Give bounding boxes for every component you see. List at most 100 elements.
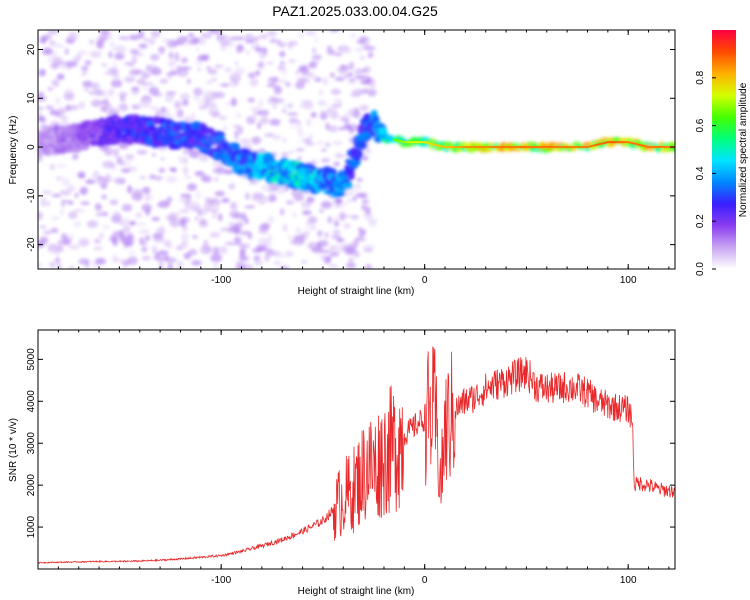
noise-blob bbox=[311, 159, 318, 165]
y-tick-label: 3000 bbox=[26, 432, 37, 455]
noise-blob bbox=[62, 200, 73, 204]
noise-blob bbox=[166, 72, 173, 77]
ridge-core-point bbox=[529, 145, 532, 149]
noise-blob bbox=[329, 113, 340, 120]
ridge-core-point bbox=[624, 140, 628, 144]
noise-blob bbox=[344, 118, 350, 125]
ridge-blob bbox=[356, 149, 363, 159]
ridge-core-point bbox=[549, 145, 553, 149]
ridge-core-point bbox=[663, 145, 667, 149]
ridge-blob bbox=[143, 116, 156, 123]
noise-blob bbox=[262, 113, 268, 118]
ridge-core-point bbox=[415, 140, 418, 144]
noise-blob bbox=[120, 161, 125, 165]
noise-blob bbox=[129, 49, 140, 55]
ridge-core-point bbox=[492, 145, 496, 149]
noise-blob bbox=[161, 106, 166, 112]
noise-blob bbox=[207, 103, 218, 107]
snr-y-ticks: 1000 2000 3000 4000 5000 bbox=[26, 348, 675, 538]
ridge-core-point bbox=[653, 145, 656, 149]
noise-blob bbox=[326, 49, 336, 56]
noise-blob bbox=[55, 176, 63, 181]
ridge-core-point bbox=[547, 145, 551, 149]
noise-blob bbox=[204, 197, 212, 203]
noise-blob bbox=[298, 103, 307, 109]
noise-blob bbox=[310, 111, 317, 119]
ridge-core-point bbox=[600, 142, 603, 145]
noise-blob bbox=[298, 132, 305, 138]
noise-blob bbox=[301, 210, 312, 216]
noise-blob bbox=[109, 235, 119, 243]
noise-blob bbox=[149, 106, 159, 110]
noise-blob bbox=[114, 45, 127, 54]
ridge-core-point bbox=[521, 145, 524, 149]
noise-blob bbox=[155, 175, 164, 181]
noise-blob bbox=[303, 230, 310, 237]
noise-blob bbox=[342, 201, 348, 207]
y-tick-label: 10 bbox=[26, 92, 37, 104]
noise-blob bbox=[263, 253, 271, 262]
ridge-core-point bbox=[466, 145, 469, 149]
ridge-core-point bbox=[661, 145, 664, 149]
noise-blob bbox=[358, 89, 370, 95]
noise-blob bbox=[333, 161, 340, 167]
spectrogram-blobs bbox=[38, 30, 675, 269]
noise-blob bbox=[195, 190, 202, 200]
noise-blob bbox=[267, 76, 277, 84]
noise-blob bbox=[38, 211, 44, 221]
noise-blob bbox=[257, 122, 262, 130]
noise-blob bbox=[236, 44, 245, 53]
noise-blob bbox=[114, 177, 126, 185]
noise-blob bbox=[114, 258, 124, 263]
ridge-core-point bbox=[651, 145, 654, 149]
noise-blob bbox=[135, 212, 143, 219]
ridge-core-point bbox=[519, 145, 522, 149]
ridge-core-point bbox=[405, 140, 408, 144]
noise-blob bbox=[234, 132, 239, 141]
noise-blob bbox=[233, 81, 240, 86]
noise-blob bbox=[311, 47, 317, 54]
noise-blob bbox=[95, 202, 101, 210]
noise-blob bbox=[324, 142, 331, 148]
noise-blob bbox=[326, 106, 334, 115]
noise-blob bbox=[220, 83, 231, 87]
noise-blob bbox=[251, 136, 262, 145]
noise-blob bbox=[234, 61, 239, 66]
noise-blob bbox=[179, 208, 187, 213]
noise-blob bbox=[339, 65, 347, 69]
colorbar-tick-label: 0.8 bbox=[695, 70, 706, 84]
y-tick-label: 2000 bbox=[26, 474, 37, 497]
noise-blob bbox=[261, 222, 271, 229]
ridge-core-point bbox=[460, 145, 463, 149]
noise-blob bbox=[320, 158, 331, 163]
noise-blob bbox=[74, 192, 79, 199]
noise-blob bbox=[292, 212, 298, 218]
ridge-core-point bbox=[633, 142, 636, 145]
spectrogram-y-ticks: -20 -10 0 10 20 bbox=[26, 44, 675, 252]
noise-blob bbox=[60, 115, 69, 121]
noise-blob bbox=[195, 47, 200, 52]
noise-blob bbox=[165, 175, 177, 183]
noise-blob bbox=[224, 67, 232, 73]
snr-panel: -100 0 100 1000 2000 3000 4000 5000 Height of … bbox=[8, 329, 676, 597]
noise-blob bbox=[151, 216, 160, 222]
noise-blob bbox=[361, 204, 366, 211]
noise-blob bbox=[363, 46, 376, 51]
ridge-core-point bbox=[397, 139, 400, 142]
noise-blob bbox=[341, 46, 352, 54]
noise-blob bbox=[221, 197, 230, 204]
noise-blob bbox=[320, 200, 333, 209]
noise-blob bbox=[219, 115, 227, 121]
noise-blob bbox=[83, 85, 90, 93]
noise-blob bbox=[364, 206, 371, 214]
noise-blob bbox=[347, 72, 353, 77]
noise-blob bbox=[252, 36, 260, 42]
ridge-core-point bbox=[394, 139, 398, 142]
ridge-core-point bbox=[480, 145, 483, 149]
colorbar-tick-label: 0.4 bbox=[695, 166, 706, 180]
noise-blob bbox=[122, 154, 135, 158]
noise-blob bbox=[348, 257, 354, 263]
noise-blob bbox=[180, 240, 189, 249]
noise-blob bbox=[109, 40, 116, 50]
noise-blob bbox=[39, 225, 47, 229]
